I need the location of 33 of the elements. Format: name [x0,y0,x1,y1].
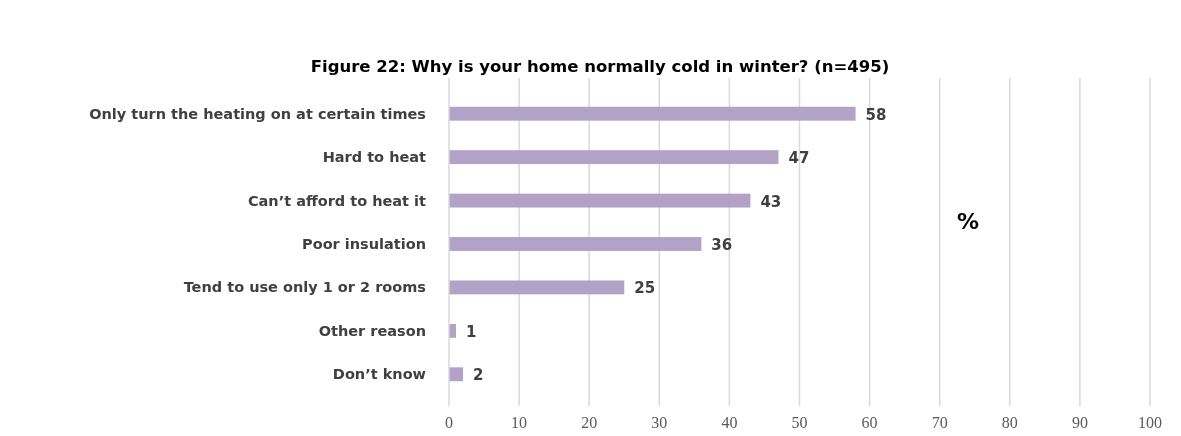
x-tick-label: 30 [651,414,668,431]
bar [449,280,625,295]
data-label: 47 [788,149,810,168]
x-tick-label: 50 [791,414,808,431]
y-tick-label: Other reason [318,322,426,339]
x-tick-label: 10 [511,414,528,431]
y-tick-label: Hard to heat [322,149,427,166]
x-tick-label: 80 [1001,414,1018,431]
y-tick-label: Don’t know [332,366,426,383]
y-tick-label: Poor insulation [302,236,426,252]
bar [449,106,856,121]
data-label: 1 [466,322,477,341]
x-tick-label: 100 [1138,414,1162,431]
x-tick-label: 70 [931,414,948,431]
x-axis-title: % [956,209,980,234]
bar [449,150,779,165]
data-label: 43 [760,192,782,211]
x-tick-label: 0 [445,414,453,431]
x-tick-label: 40 [721,414,738,431]
x-tick-label: 60 [861,414,878,431]
bar [449,193,751,208]
y-tick-label: Only turn the heating on at certain times [89,105,426,122]
x-tick-label: 20 [581,414,598,431]
bar [449,367,464,382]
chart-title: Figure 22: Why is your home normally cold in winter? (n=495) [310,57,890,76]
data-label: 2 [473,366,484,385]
data-label: 58 [865,105,887,124]
data-label: 36 [711,236,733,254]
y-tick-label: Can’t afford to heat it [247,192,427,209]
y-tick-label: Tend to use only 1 or 2 rooms [183,279,426,296]
bar [449,237,702,251]
data-label: 25 [634,279,656,298]
x-tick-label: 90 [1071,414,1088,431]
